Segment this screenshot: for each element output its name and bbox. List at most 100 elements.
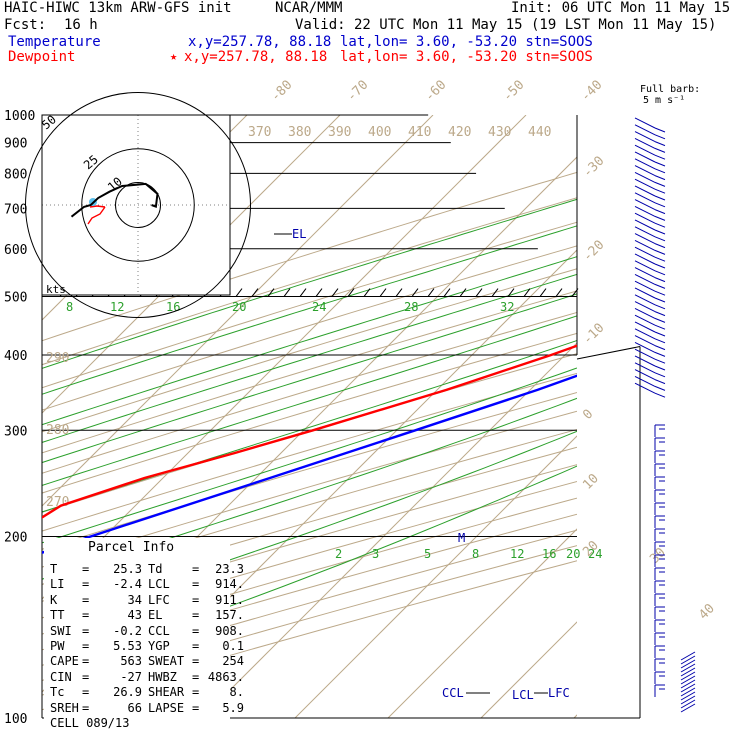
wind-barb bbox=[654, 297, 666, 303]
parcel-cell: 0.1 bbox=[222, 638, 244, 653]
wind-barb bbox=[634, 314, 656, 326]
mixing-ratio-tick-label: 32 bbox=[500, 300, 514, 314]
dewpoint-legend-label: Dewpoint bbox=[8, 49, 76, 65]
parcel-equals: = bbox=[82, 685, 90, 700]
parcel-row: TT = 43 EL = 157. bbox=[50, 608, 244, 623]
parcel-equals: = bbox=[82, 608, 90, 623]
isotherm-tick-label: 0 bbox=[580, 407, 596, 423]
wind-barb bbox=[654, 317, 666, 323]
model-title: HAIC-HIWC 13km ARW-GFS init bbox=[4, 0, 232, 16]
wind-barb bbox=[634, 246, 656, 258]
wind-barb bbox=[680, 663, 696, 673]
dry-adiabat-line bbox=[42, 245, 577, 411]
dewpoint-legend-xy: x,y=257.78, 88.18 bbox=[184, 49, 328, 65]
parcel-cell: 254 bbox=[222, 654, 244, 669]
fcst-label: Fcst: bbox=[4, 17, 47, 33]
parcel-cell: CCL bbox=[148, 623, 170, 638]
parcel-cell: 5.53 bbox=[113, 638, 142, 653]
hatch-mark bbox=[347, 288, 355, 297]
level-marker-lcl: LCL bbox=[512, 688, 534, 702]
theta-tick-label: 410 bbox=[408, 125, 431, 140]
parcel-equals: = bbox=[82, 592, 90, 607]
hatch-mark bbox=[251, 288, 259, 297]
wind-barb bbox=[654, 372, 666, 378]
theta-tick-label: 290 bbox=[46, 351, 69, 366]
wind-barb bbox=[634, 192, 656, 204]
pressure-tick-label: 700 bbox=[4, 202, 27, 217]
parcel-cell: Td bbox=[148, 562, 163, 576]
wind-barb bbox=[634, 267, 656, 279]
wind-barb bbox=[654, 175, 666, 181]
isotherm-line bbox=[42, 115, 341, 414]
parcel-cell: 4863. bbox=[207, 669, 244, 684]
init-time: Init: 06 UTC Mon 11 May 15 bbox=[511, 0, 731, 16]
wind-barb bbox=[680, 683, 696, 693]
wind-barb bbox=[680, 687, 696, 697]
theta-tick-label: 440 bbox=[528, 125, 551, 140]
parcel-equals: = bbox=[82, 669, 90, 684]
parcel-equals: = bbox=[192, 685, 200, 700]
parcel-row: T = 25.3 Td = 23.3 bbox=[50, 562, 244, 577]
parcel-cell: 908. bbox=[215, 623, 244, 638]
wind-barb bbox=[654, 290, 666, 296]
wind-barb bbox=[654, 324, 666, 330]
wind-barb bbox=[680, 651, 696, 661]
isotherm-line bbox=[42, 115, 434, 507]
hatch-mark bbox=[555, 288, 563, 297]
parcel-cell: 157. bbox=[215, 608, 244, 623]
wind-barb bbox=[634, 233, 656, 245]
mixing-ratio-tick-label: 12 bbox=[510, 547, 524, 561]
isotherm-tick-label: -50 bbox=[500, 78, 527, 105]
wind-barb bbox=[654, 379, 666, 385]
hatch-mark bbox=[571, 288, 579, 297]
wind-barb bbox=[634, 280, 656, 292]
pressure-tick-label: 800 bbox=[4, 167, 27, 182]
hatch-mark bbox=[235, 288, 243, 297]
parcel-cell: LI bbox=[50, 577, 65, 592]
isotherm-tick-label: 10 bbox=[580, 471, 602, 493]
wind-barb bbox=[634, 124, 656, 136]
parcel-cell: CIN bbox=[50, 669, 72, 684]
hatch-mark bbox=[283, 288, 291, 297]
wind-barb bbox=[634, 205, 656, 217]
wind-barb bbox=[654, 168, 666, 174]
wind-barb bbox=[654, 345, 666, 351]
wind-barb bbox=[634, 362, 656, 374]
pressure-tick-label: 600 bbox=[4, 243, 27, 258]
parcel-cell: SHEAR bbox=[148, 685, 185, 700]
dewpoint-legend-loc: lat,lon= 3.60, -53.20 stn=SOOS bbox=[340, 49, 593, 65]
wind-barb bbox=[634, 158, 656, 170]
temperature-legend-xy: x,y=257.78, 88.18 bbox=[188, 34, 332, 50]
dry-adiabat-line bbox=[42, 464, 577, 619]
center-label: NCAR/MMM bbox=[275, 0, 343, 16]
parcel-equals: = bbox=[82, 700, 90, 715]
pressure-tick-label: 400 bbox=[4, 349, 27, 364]
parcel-cell: PW bbox=[50, 638, 65, 653]
pressure-tick-label: 500 bbox=[4, 291, 27, 306]
wind-barb bbox=[634, 287, 656, 299]
parcel-row: CIN = -27 HWBZ = 4863. bbox=[50, 669, 244, 685]
wind-barb bbox=[634, 117, 656, 129]
hatch-mark bbox=[539, 288, 547, 297]
wind-barb bbox=[654, 222, 666, 228]
wind-barb bbox=[634, 294, 656, 306]
wind-barb bbox=[654, 181, 666, 187]
dry-adiabat-line bbox=[42, 332, 577, 494]
parcel-cell: 914. bbox=[215, 577, 244, 592]
parcel-row: Tc = 26.9 SHEAR = 8. bbox=[50, 685, 244, 700]
hodograph-ring bbox=[25, 92, 251, 318]
parcel-cell: K bbox=[50, 592, 58, 607]
wind-barb bbox=[680, 691, 696, 701]
barb-legend-line1: Full barb: bbox=[640, 84, 701, 95]
isotherm-tick-label: -80 bbox=[268, 78, 295, 105]
isotherm-tick-label: -70 bbox=[344, 78, 371, 105]
hatch-mark bbox=[331, 288, 339, 297]
hatch-mark bbox=[523, 288, 531, 297]
parcel-info-title: Parcel Info bbox=[88, 540, 175, 555]
wind-barb bbox=[654, 358, 666, 364]
frame-diagonal bbox=[576, 346, 641, 360]
parcel-cell: 23.3 bbox=[215, 562, 244, 576]
wind-barb bbox=[654, 236, 666, 242]
wind-barb bbox=[654, 385, 666, 391]
wind-barb bbox=[634, 348, 656, 360]
